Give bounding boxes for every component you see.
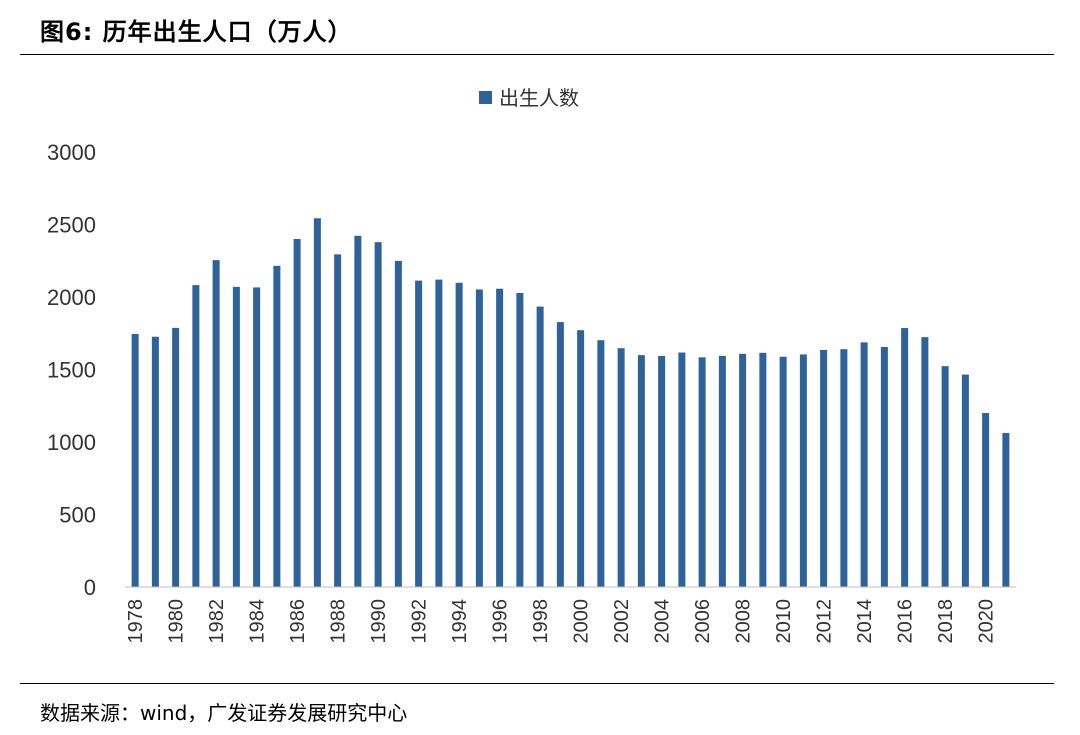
bar-1996	[496, 288, 504, 587]
x-tick-label: 1996	[490, 599, 512, 644]
y-tick-label: 3000	[47, 140, 96, 165]
bar-1984	[253, 287, 261, 587]
bar-2016	[901, 328, 909, 587]
bar-1992	[415, 280, 423, 587]
x-tick-label: 2020	[976, 599, 998, 644]
bar-1995	[475, 289, 483, 587]
bar-2005	[678, 352, 686, 587]
x-tick-label: 1982	[206, 599, 228, 644]
bar-2012	[820, 349, 828, 587]
x-tick-label: 2010	[773, 599, 795, 644]
bar-1993	[435, 279, 443, 587]
bar-2010	[779, 356, 787, 587]
x-tick-label: 1986	[287, 599, 309, 644]
bar-2018	[941, 366, 949, 587]
x-tick-label: 2006	[692, 599, 714, 644]
bar-2003	[637, 355, 645, 587]
bar-1989	[354, 235, 362, 587]
bar-1990	[374, 242, 382, 587]
bar-1997	[516, 292, 524, 587]
y-tick-label: 0	[84, 575, 96, 600]
bar-1998	[536, 306, 544, 587]
bar-2015	[880, 347, 888, 587]
bottom-divider	[20, 683, 1054, 684]
bar-2014	[860, 342, 868, 587]
y-tick-label: 500	[59, 503, 96, 528]
bar-2006	[698, 357, 706, 587]
top-divider	[20, 54, 1054, 55]
bar-1988	[334, 254, 342, 587]
y-tick-label: 1500	[47, 358, 96, 383]
bar-2020	[982, 413, 990, 587]
bar-1979	[151, 336, 159, 587]
legend-swatch	[479, 91, 492, 104]
bar-2008	[739, 353, 747, 587]
bar-1999	[556, 322, 564, 587]
bar-1980	[172, 327, 180, 587]
x-tick-label: 2016	[895, 599, 917, 644]
bar-2007	[718, 355, 726, 587]
legend: 出生人数	[479, 86, 579, 110]
bars	[131, 218, 1010, 587]
bar-1991	[394, 260, 402, 587]
bar-1986	[293, 239, 301, 587]
bar-1982	[212, 260, 220, 587]
source-note: 数据来源：wind，广发证券发展研究中心	[40, 701, 408, 725]
bar-2011	[799, 354, 807, 587]
x-tick-label: 1998	[530, 599, 552, 644]
x-tick-label: 2018	[935, 599, 957, 644]
figure-title: 图6: 历年出生人口（万人）	[40, 18, 353, 46]
bar-1978	[131, 333, 139, 587]
x-tick-label: 1978	[125, 599, 147, 644]
bar-2013	[840, 349, 848, 587]
x-tick-label: 1984	[247, 599, 269, 644]
y-tick-label: 1000	[47, 430, 96, 455]
bar-2019	[961, 374, 969, 587]
x-tick-label: 2002	[611, 599, 633, 644]
x-tick-label: 2008	[733, 599, 755, 644]
x-axis: 1978 1980 1982 1984 1986 1988 1990 1992 1994 1996…	[125, 599, 998, 644]
x-tick-label: 1992	[409, 599, 431, 644]
bar-2001	[597, 340, 605, 587]
x-tick-label: 2000	[571, 599, 593, 644]
bar-1987	[313, 218, 321, 587]
bar-1983	[232, 286, 240, 587]
bar-2004	[658, 356, 666, 587]
x-tick-label: 1990	[368, 599, 390, 644]
x-tick-label: 1980	[166, 599, 188, 644]
x-tick-label: 2012	[814, 599, 836, 644]
x-tick-label: 1988	[328, 599, 350, 644]
bar-2021	[1002, 433, 1010, 587]
x-tick-label: 2014	[854, 599, 876, 644]
bar-2002	[617, 348, 625, 587]
y-axis: 0 500 1000 1500 2000 2500 3000	[47, 140, 96, 600]
bar-2009	[759, 352, 767, 587]
bar-1985	[273, 265, 281, 587]
legend-label: 出生人数	[499, 86, 579, 110]
bar-2017	[921, 337, 929, 587]
bar-2000	[577, 330, 585, 587]
x-tick-label: 2004	[652, 599, 674, 644]
bar-1994	[455, 282, 463, 587]
y-tick-label: 2500	[47, 213, 96, 238]
bar-1981	[192, 285, 200, 587]
y-tick-label: 2000	[47, 285, 96, 310]
x-tick-label: 1994	[449, 599, 471, 644]
